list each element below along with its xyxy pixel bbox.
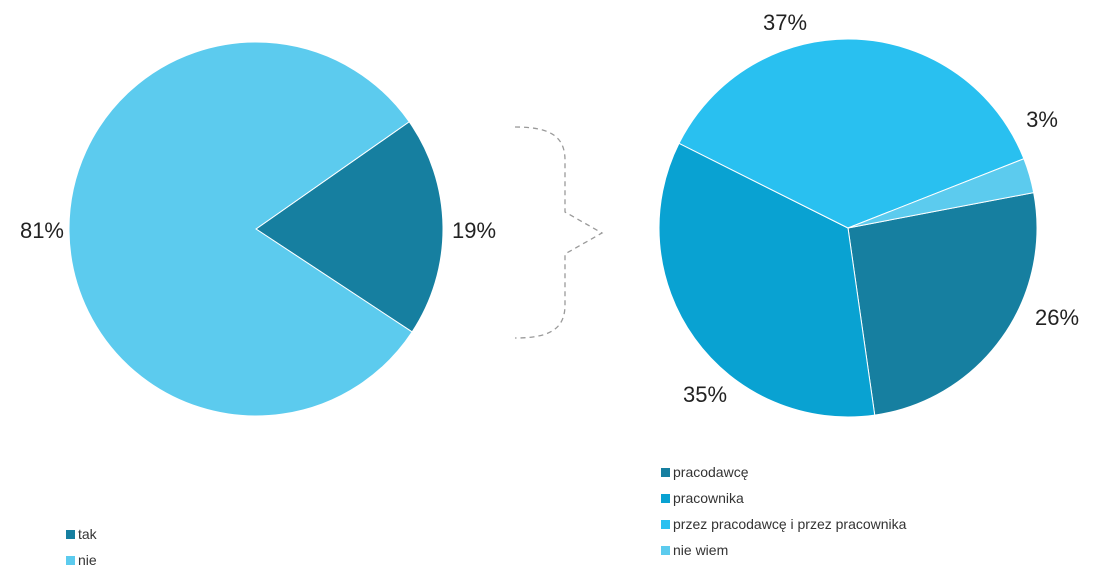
pie-slice-pracodawce [847, 191, 1038, 416]
pie-slice-tak [255, 121, 444, 333]
legend-item-pracodawce: pracodawcę [661, 462, 906, 482]
legend-item-nie-wiem: nie wiem [661, 540, 906, 560]
pie-slice-pracownika [658, 142, 876, 418]
data-label-nie: 81% [20, 218, 64, 243]
legend-item-przez-pracodawce-i-przez-pracownika: przez pracodawcę i przez pracownika [661, 514, 906, 534]
legend-left: tak nie [66, 524, 97, 576]
dashed-brace-connector [514, 126, 604, 339]
legend-swatch [66, 555, 75, 565]
legend-label: tak [78, 526, 97, 542]
pie-slice-nie [68, 41, 413, 417]
data-label-pracodawce: 26% [1035, 305, 1079, 330]
data-label-pracownika: 35% [683, 382, 727, 407]
legend-item-tak: tak [66, 524, 97, 544]
data-label-nie-wiem: 3% [1026, 107, 1058, 132]
legend-label: pracodawcę [673, 464, 749, 480]
legend-swatch [661, 493, 670, 503]
legend-label: pracownika [673, 490, 744, 506]
legend-label: przez pracodawcę i przez pracownika [673, 516, 907, 532]
legend-label: nie [78, 552, 97, 568]
legend-right: pracodawcę pracownika przez pracodawcę i p… [661, 462, 906, 566]
legend-item-nie: nie [66, 550, 97, 570]
pie-chart-left: 19% 81% [20, 41, 496, 417]
data-label-tak: 19% [452, 218, 496, 243]
legend-swatch [661, 519, 670, 529]
pie-chart-right: 26% 35% 37% 3% [658, 10, 1079, 418]
pie-slice-przez-pracodawce-i-przez-pracownika [678, 38, 1025, 229]
legend-swatch [661, 545, 670, 555]
legend-swatch [661, 467, 670, 477]
pie-slice-nie-wiem [847, 158, 1035, 229]
legend-swatch [66, 529, 75, 539]
legend-item-pracownika: pracownika [661, 488, 906, 508]
legend-label: nie wiem [673, 542, 729, 558]
data-label-przez-pracodawce-i-przez-pracownika: 37% [763, 10, 807, 35]
